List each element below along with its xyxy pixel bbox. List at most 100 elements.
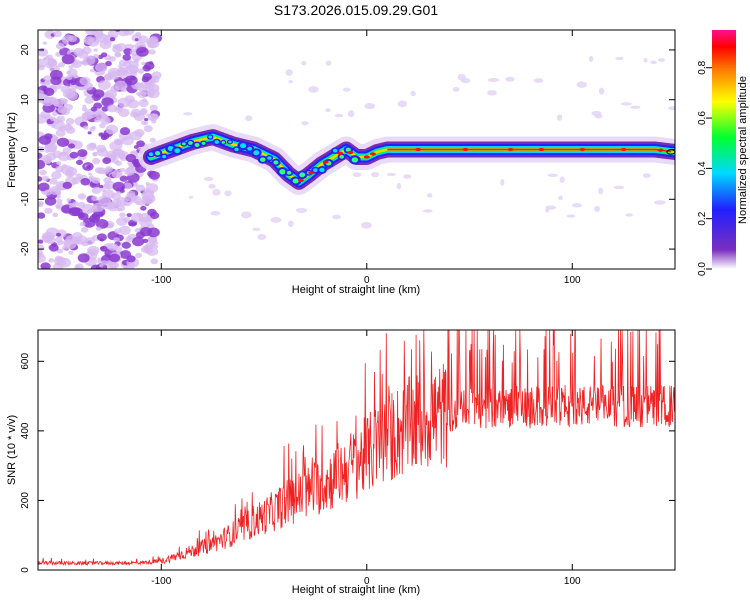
ridge-blob-core (247, 146, 253, 151)
noise-blob (140, 107, 148, 114)
faint-blob (188, 195, 194, 199)
noise-blob (60, 107, 71, 116)
noise-blob (148, 171, 160, 180)
noise-blob (81, 107, 88, 112)
noise-blob (97, 212, 104, 218)
noise-blob (80, 178, 91, 186)
ridge-blob-core (339, 154, 344, 159)
spectrogram-y-tick-label: 10 (20, 94, 31, 106)
noise-blob (114, 51, 121, 57)
noise-blob (55, 42, 65, 50)
noise-blob (56, 248, 64, 254)
colorbar-tick-label: 0.0 (697, 262, 708, 276)
noise-blob (143, 188, 150, 194)
noise-blob (51, 124, 56, 128)
noise-blob (87, 248, 98, 257)
noise-blob (126, 190, 136, 198)
faint-blob (650, 60, 657, 65)
noise-blob (42, 41, 47, 45)
noise-blob (91, 186, 102, 195)
noise-blob (48, 258, 55, 263)
faint-blob (347, 110, 355, 118)
ridge-blob-core (188, 141, 193, 145)
noise-blob (55, 84, 62, 90)
noise-blob (127, 99, 140, 109)
faint-blob (500, 179, 505, 186)
ridge-blob-core (154, 151, 161, 156)
faint-blob (325, 108, 331, 113)
noise-blob (107, 242, 119, 251)
noise-blob (89, 126, 96, 132)
noise-blob (112, 181, 125, 192)
noise-blob (39, 169, 47, 176)
noise-blob (38, 239, 44, 244)
noise-blob (84, 96, 94, 104)
faint-blob (576, 81, 588, 88)
noise-blob (78, 212, 85, 218)
ridge-blob-core (345, 147, 351, 152)
hot-spot (462, 147, 469, 152)
noise-blob (133, 182, 138, 186)
noise-blob (140, 205, 147, 211)
noise-blob (103, 74, 113, 81)
noise-blob (147, 40, 157, 49)
hot-spot (507, 147, 514, 152)
faint-blob (588, 55, 594, 62)
noise-blob (38, 93, 49, 104)
ridge-blob-core (299, 172, 306, 178)
hot-spot (657, 148, 664, 152)
noise-blob (47, 58, 58, 67)
noise-blob (119, 175, 128, 182)
ridge-blob-core (162, 154, 167, 159)
noise-blob (134, 38, 139, 42)
spectrogram-y-tick-label: 20 (20, 44, 31, 56)
noise-blob (141, 61, 146, 66)
noise-blob (99, 123, 106, 129)
spectrogram-x-tick-label: 0 (364, 275, 370, 286)
noise-blob (50, 116, 57, 122)
faint-blob (642, 173, 651, 178)
ridge-blob-core (313, 168, 318, 173)
noise-blob (129, 60, 139, 69)
noise-blob (92, 202, 105, 212)
ridge-blob-core (332, 148, 338, 153)
noise-blob (92, 157, 101, 165)
noise-blob (144, 117, 149, 122)
noise-blob (135, 231, 146, 239)
noise-blob (49, 186, 61, 195)
noise-blob (134, 82, 145, 91)
faint-blob (397, 100, 408, 108)
noise-blob (111, 158, 119, 164)
noise-blob (55, 165, 64, 173)
noise-blob (77, 49, 89, 59)
noise-blob (41, 175, 49, 182)
ridge-blob-core (234, 147, 239, 152)
noise-blob (87, 131, 92, 135)
faint-blob (334, 113, 344, 118)
noise-blob (138, 35, 149, 44)
noise-blob (44, 207, 53, 214)
hot-spot (415, 147, 422, 152)
noise-blob (90, 264, 102, 269)
faint-blob (360, 221, 372, 229)
noise-blob (80, 226, 89, 233)
noise-blob (138, 99, 149, 108)
faint-blob (210, 211, 221, 216)
faint-blob (203, 176, 214, 181)
spectrogram-y-tick-label: -20 (20, 241, 31, 256)
faint-blob (657, 58, 665, 62)
noise-blob (38, 159, 46, 170)
noise-blob (68, 207, 81, 217)
ridge-blob-core (182, 142, 186, 146)
colorbar-tick-label: 0.8 (697, 60, 708, 74)
noise-blob (65, 170, 74, 178)
noise-blob (114, 80, 128, 91)
noise-blob (131, 44, 136, 48)
colorbar-tick-label: 0.2 (697, 211, 708, 225)
snr-y-label: SNR (10 * v/v) (6, 415, 18, 485)
hot-spot (322, 160, 329, 164)
faint-blob (558, 195, 563, 201)
noise-blob (126, 213, 132, 218)
noise-blob (141, 76, 150, 83)
